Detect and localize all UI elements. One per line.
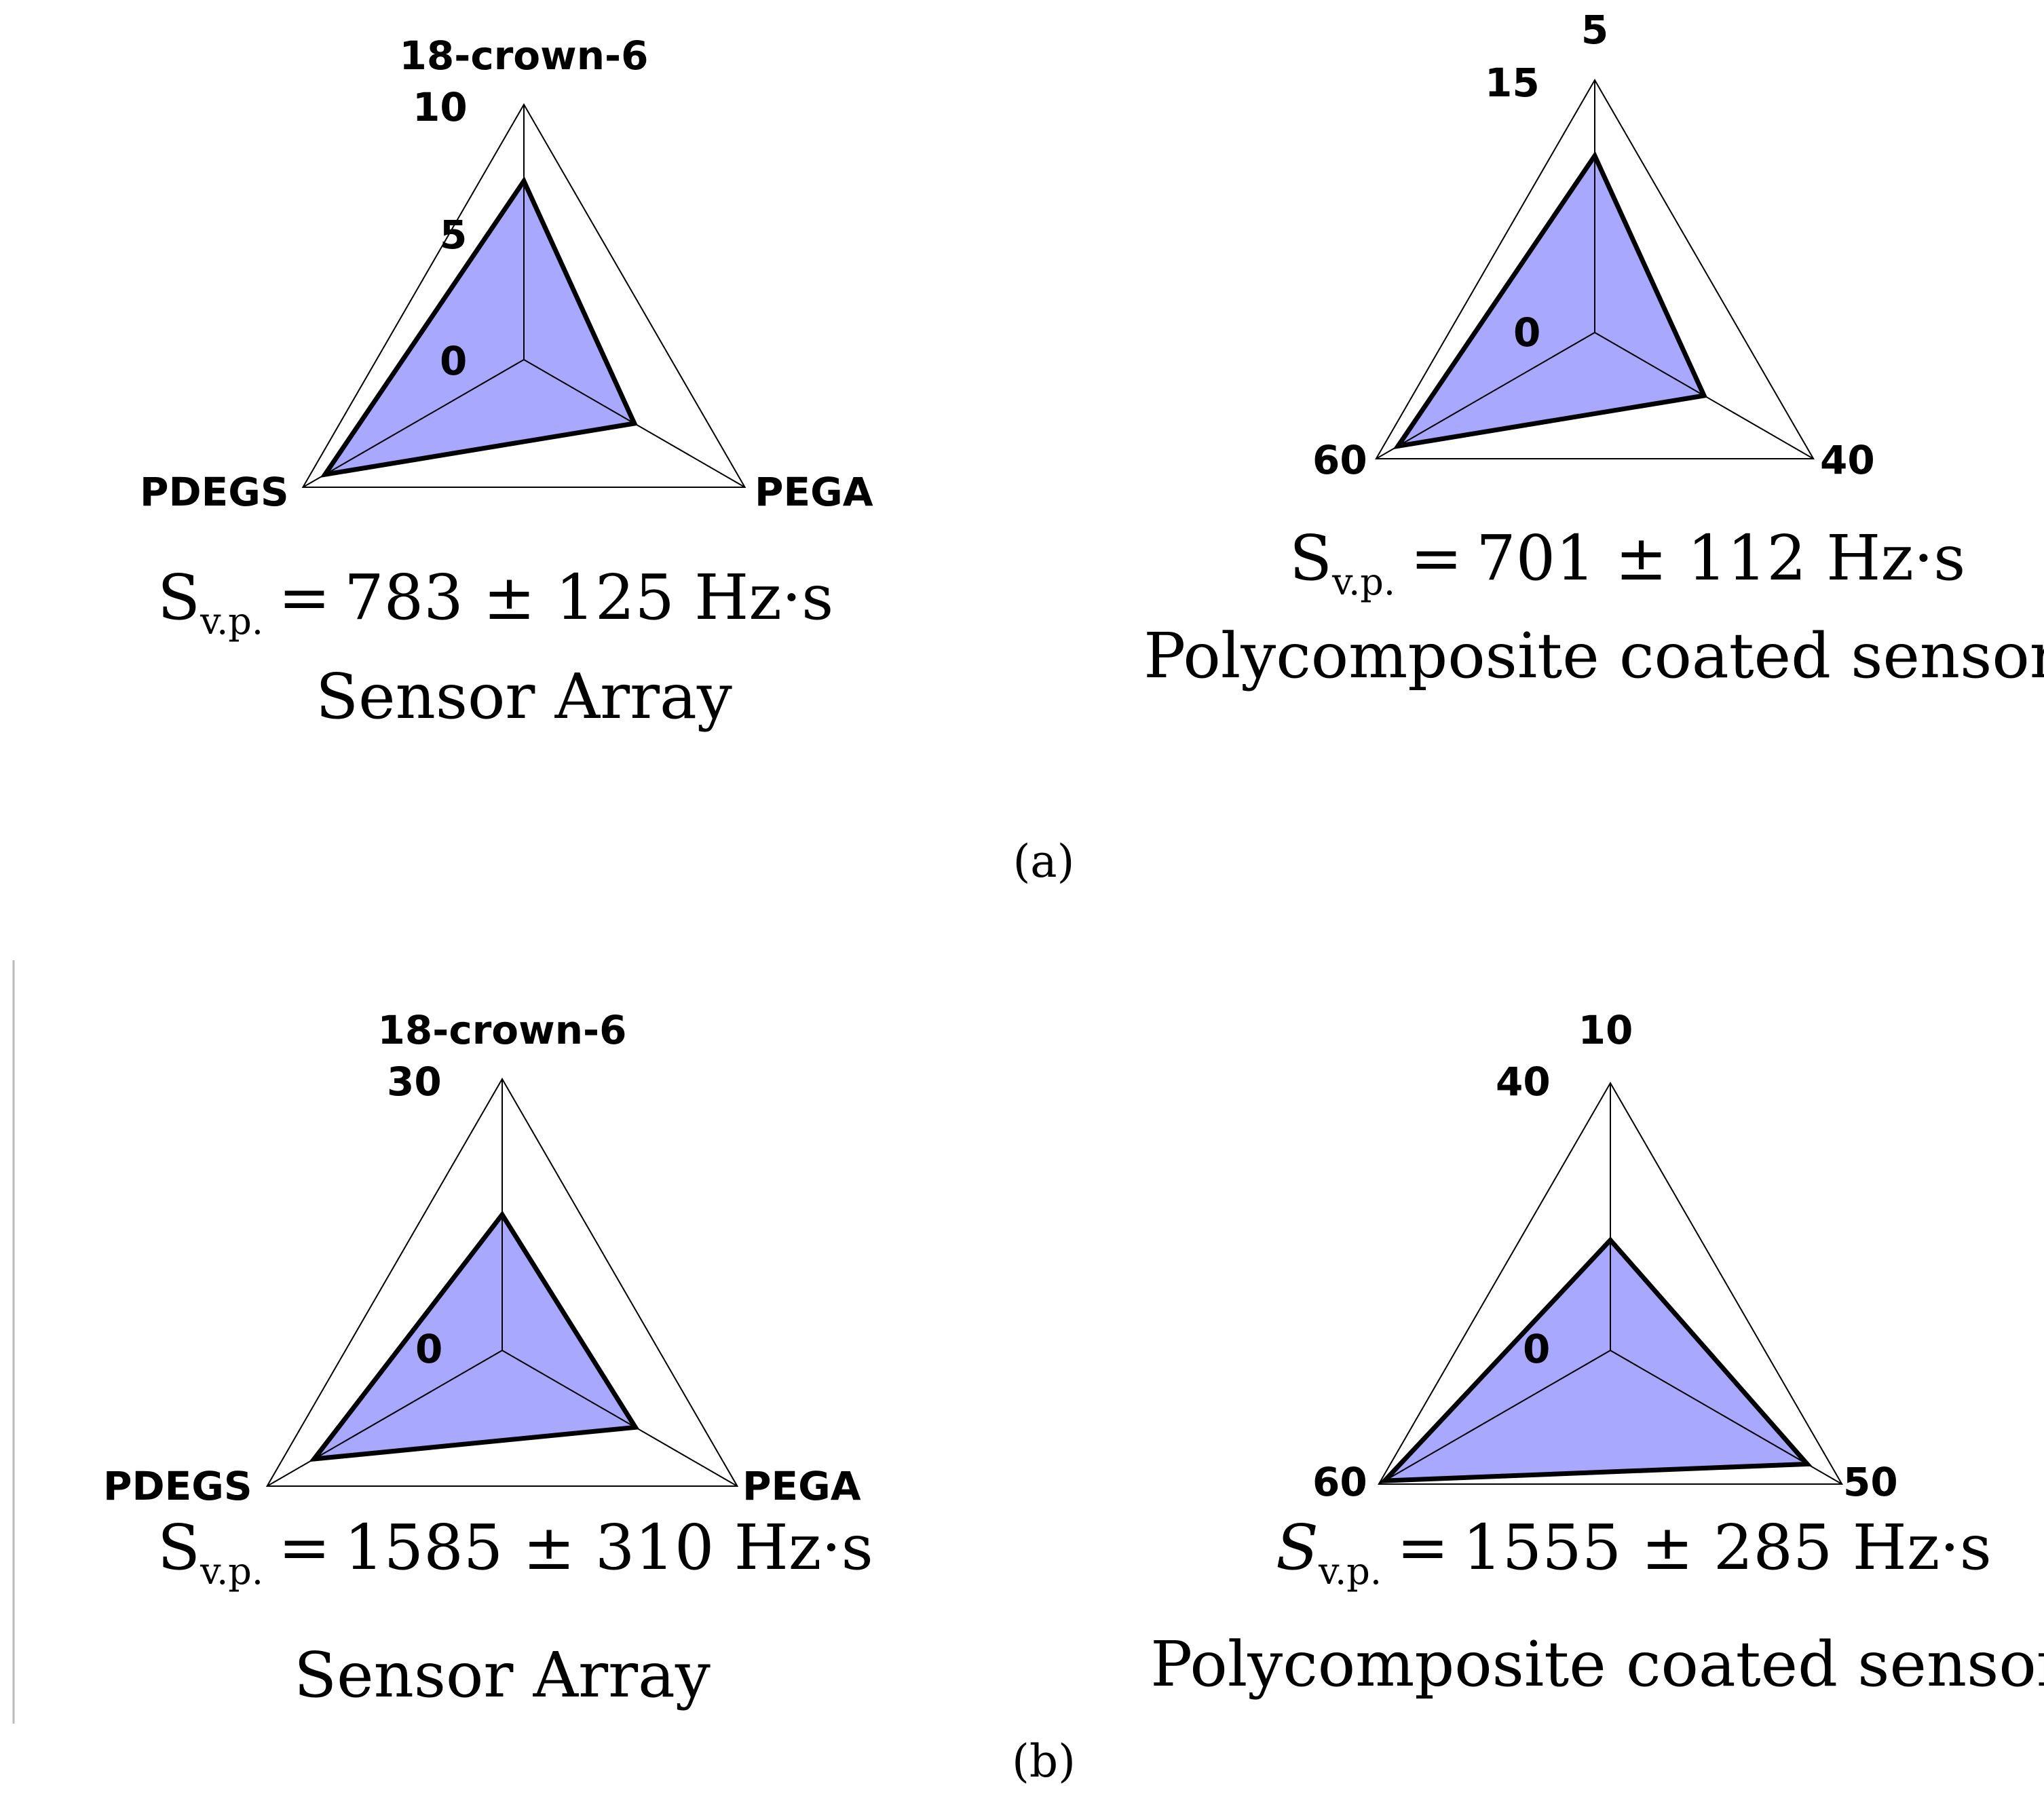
formula-line: Sv.p. = 1585 ± 310 Hz·s [157,1511,873,1593]
radar-series-outline [1393,151,1708,450]
formula-value: 701 ± 112 Hz·s [1476,522,1965,594]
panel-label-a: (a) [1013,835,1075,888]
radar-chart-b-sensor-array: 18-crown-6 PEGA PDEGS 30 0 Sv.p. = 1585 ± … [103,1007,873,1711]
formula-line: Sv.p. = 1555 ± 285 Hz·s [1276,1511,1992,1593]
formula-subscript: v.p. [1331,561,1395,603]
radar-inner-spoke [1397,332,1595,447]
tick-label: 0 [440,338,467,384]
formula-equals: = [1410,522,1462,594]
radar-chart-a-polycomposite: 5 15 40 60 0 Sv.p. = 701 ± 112 Hz·s Polyco… [1143,7,2044,692]
formula-equals: = [278,561,330,634]
radar-chart-b-polycomposite: 10 40 50 60 0 Sv.p. = 1555 ± 285 Hz·s Poly… [1150,1007,2044,1701]
radar-point [1384,1480,1386,1482]
formula-subscript: v.p. [1318,1550,1382,1593]
formula-line: Sv.p. = 783 ± 125 Hz·s [157,561,833,643]
tick-label: 50 [1843,1459,1898,1505]
tick-label: 0 [415,1326,442,1372]
radar-area [1384,1240,1808,1481]
formula-line: Sv.p. = 701 ± 112 Hz·s [1289,522,1965,603]
chart-b1-geometry [265,1077,739,1487]
tick-label: 5 [440,212,467,258]
formula-symbol: S [1276,1511,1319,1584]
formula-equals: = [278,1511,330,1584]
radar-series-outline [320,176,638,478]
radar-area [314,1215,636,1459]
tick-label: 40 [1820,437,1875,483]
chart-subtitle: Polycomposite coated sensor [1150,1628,2044,1701]
formula-value: 783 ± 125 Hz·s [344,561,833,634]
tick-label: 15 [1485,60,1540,106]
radar-series-outline [1378,1236,1813,1483]
formula-symbol: S [1289,522,1332,594]
chart-b2-geometry [1378,1082,1843,1485]
chart-subtitle: Sensor Array [316,660,732,733]
axis-label-left: PDEGS [140,469,289,515]
radar-point [324,474,326,476]
radar-chart-a-sensor-array: 18-crown-6 PEGA PDEGS 10 5 0 Sv.p. = 783 ±… [140,33,873,733]
formula-value: 1555 ± 285 Hz·s [1462,1511,1992,1584]
radar-frame [1375,78,1815,459]
axis-label-left: PDEGS [103,1463,252,1509]
radar-series-outline [309,1210,640,1462]
axis-label-top: 18-crown-6 [400,33,649,79]
radar-inner-spoke [314,1350,503,1460]
radar-point [313,1458,315,1460]
radar-point [501,1214,503,1215]
tick-label: 5 [1581,7,1608,53]
tick-label: 60 [1312,1459,1367,1505]
chart-a1-geometry [301,103,746,488]
formula-value: 1585 ± 310 Hz·s [344,1511,873,1584]
panel-label-b: (b) [1012,1735,1076,1787]
radar-frame [301,103,746,488]
tick-label: 0 [1523,1326,1550,1372]
tick-label: 60 [1312,437,1367,483]
tick-label: 40 [1496,1059,1551,1105]
formula-symbol: S [157,561,200,634]
radar-frame [265,1077,739,1487]
tick-label: 30 [387,1059,442,1105]
tick-label: 0 [1513,309,1540,356]
radar-point [1703,395,1705,396]
radar-point [1594,155,1595,157]
formula-subscript: v.p. [200,600,263,643]
radar-point [635,1426,637,1428]
radar-inner-spoke [501,1350,636,1428]
chart-subtitle: Sensor Array [294,1639,711,1711]
radar-inner-spoke [1384,1350,1611,1481]
chart-a2-geometry [1375,78,1815,459]
radar-point [1610,1239,1611,1241]
formula-equals: = [1397,1511,1449,1584]
radar-point [633,423,635,424]
tick-label: 10 [413,84,468,130]
formula-subscript: v.p. [200,1550,263,1593]
axis-label-right: PEGA [742,1463,861,1509]
radar-point [1806,1463,1809,1465]
formula-symbol: S [157,1511,200,1584]
radar-frame [1378,1082,1843,1485]
chart-subtitle: Polycomposite coated sensor [1143,620,2044,692]
tick-label: 10 [1578,1007,1633,1053]
radar-inner-spoke [324,359,525,476]
radar-point [523,180,525,182]
radar-inner-spoke [1594,332,1705,396]
radar-inner-spoke [1610,1350,1808,1465]
radar-inner-spoke [523,359,635,424]
axis-label-top: 18-crown-6 [378,1007,627,1053]
radar-point [1397,445,1399,447]
axis-label-right: PEGA [755,469,873,515]
